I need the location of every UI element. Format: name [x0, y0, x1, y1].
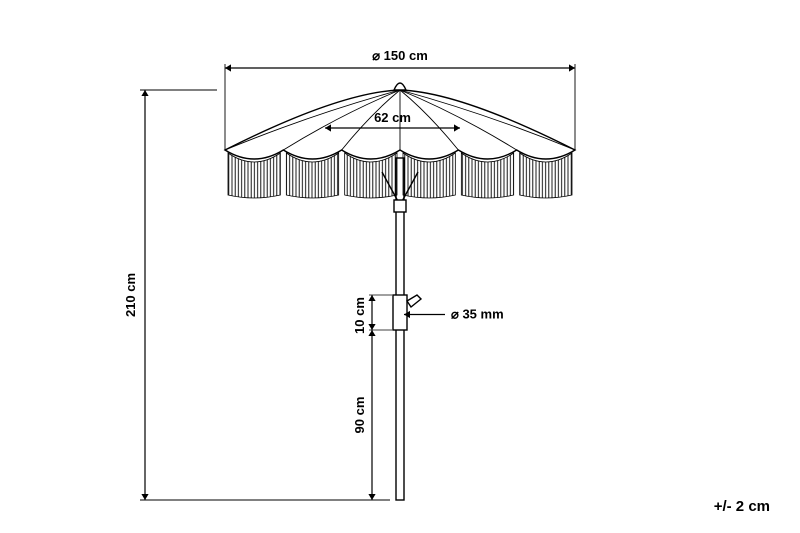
dim-label: ⌀ 35 mm [451, 307, 504, 322]
umbrella-outline [225, 83, 575, 500]
tolerance-label: +/- 2 cm [714, 498, 770, 515]
dim-label: 10 cm [352, 297, 367, 334]
diagram-container: 210 cm ⌀ 150 cm 62 cm 10 cm 90 cm ⌀ 35 mm +/-… [0, 0, 800, 533]
dim-label: 90 cm [352, 397, 367, 434]
dimension-drawing: 210 cm ⌀ 150 cm 62 cm 10 cm 90 cm ⌀ 35 mm [0, 0, 800, 533]
dim-label: ⌀ 150 cm [372, 48, 428, 63]
dim-label: 62 cm [374, 110, 411, 125]
dim-label: 210 cm [123, 273, 138, 317]
